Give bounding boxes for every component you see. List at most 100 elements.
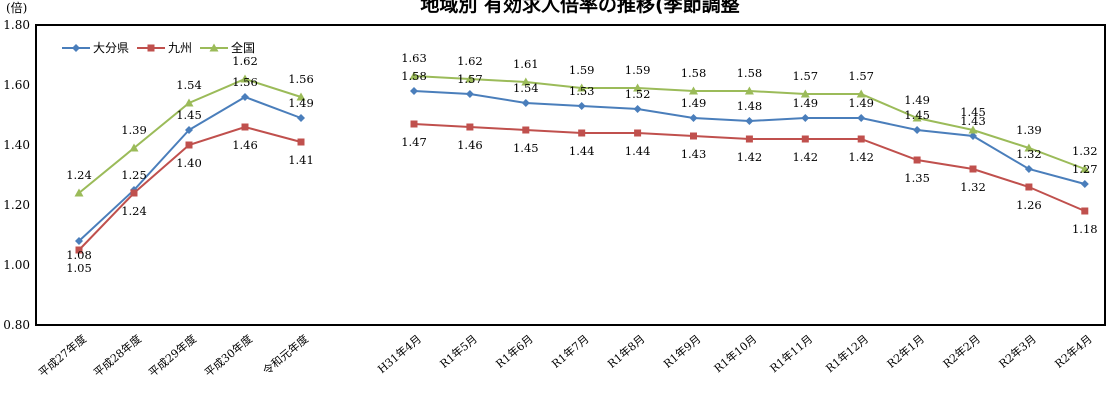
data-label: 1.05 <box>66 261 92 275</box>
data-point-marker <box>633 105 642 113</box>
legend-marker <box>147 44 155 52</box>
data-label: 1.57 <box>792 69 818 83</box>
data-point-marker <box>75 246 83 254</box>
data-point-marker <box>745 117 754 125</box>
data-label: 1.32 <box>960 180 986 194</box>
data-point-marker <box>185 126 193 134</box>
data-label: 1.49 <box>288 96 314 110</box>
data-label: 1.27 <box>1072 162 1098 176</box>
data-point-marker <box>466 123 474 131</box>
data-point-marker <box>1024 143 1034 152</box>
y-axis-unit: (倍) <box>6 0 27 15</box>
data-label: 1.48 <box>737 99 763 113</box>
data-label: 1.49 <box>904 93 930 107</box>
data-label: 1.59 <box>625 63 651 77</box>
data-point-marker <box>744 86 754 95</box>
data-label: 1.52 <box>625 87 651 101</box>
x-category-label: 平成29年度 <box>145 332 198 380</box>
y-tick-label: 1.00 <box>3 258 30 272</box>
y-tick-label: 1.60 <box>3 78 30 92</box>
data-label: 1.39 <box>1016 123 1042 137</box>
data-label: 1.62 <box>232 54 258 68</box>
data-point-marker <box>801 135 809 143</box>
data-label: 1.56 <box>232 75 258 89</box>
data-label: 1.42 <box>792 150 818 164</box>
x-category-label: R2年4月 <box>1052 332 1095 371</box>
data-point-marker <box>634 129 642 137</box>
data-label: 1.62 <box>457 54 483 68</box>
x-category-label: H31年4月 <box>375 332 424 377</box>
data-point-marker <box>75 237 83 245</box>
data-point-marker <box>577 102 586 110</box>
data-label: 1.58 <box>401 69 427 83</box>
data-point-marker <box>241 93 249 101</box>
y-tick-label: 0.80 <box>3 318 30 332</box>
data-point-marker <box>1080 164 1090 173</box>
data-label: 1.45 <box>960 105 986 119</box>
data-label: 1.56 <box>288 72 314 86</box>
data-point-marker <box>913 156 921 164</box>
legend-marker <box>209 43 219 52</box>
data-point-marker <box>410 120 418 128</box>
data-label: 1.25 <box>121 168 147 182</box>
data-label: 1.45 <box>904 108 930 122</box>
data-label: 1.08 <box>66 248 92 262</box>
data-point-marker <box>856 89 866 98</box>
data-point-marker <box>969 132 977 140</box>
data-point-marker <box>409 71 419 80</box>
data-point-marker <box>689 114 698 122</box>
data-label: 1.46 <box>457 138 483 152</box>
data-label: 1.49 <box>681 96 707 110</box>
data-point-marker <box>522 126 530 134</box>
data-label: 1.59 <box>569 63 595 77</box>
data-label: 1.18 <box>1072 222 1098 236</box>
data-point-marker <box>577 83 587 92</box>
data-label: 1.61 <box>513 57 539 71</box>
y-axis-ticks: 0.80 1.00 1.20 1.40 1.60 1.80 <box>3 18 30 332</box>
x-category-label: 令和元年度 <box>260 332 311 378</box>
data-label: 1.24 <box>66 168 92 182</box>
data-label: 1.40 <box>176 156 202 170</box>
data-point-marker <box>912 113 922 122</box>
data-point-marker <box>130 189 138 197</box>
data-label: 1.32 <box>1016 147 1042 161</box>
data-label: 1.54 <box>513 81 539 95</box>
data-point-marker <box>296 92 306 101</box>
series-markers <box>74 71 1090 254</box>
x-category-label: 平成27年度 <box>35 332 88 380</box>
data-label: 1.49 <box>848 96 874 110</box>
data-point-marker <box>241 123 249 131</box>
x-category-label: R2年1月 <box>884 332 927 371</box>
data-label: 1.24 <box>121 204 147 218</box>
data-point-marker <box>184 98 194 107</box>
data-point-marker <box>578 129 586 137</box>
data-label: 1.57 <box>848 69 874 83</box>
y-tick-label: 1.20 <box>3 198 30 212</box>
data-label: 1.44 <box>569 144 595 158</box>
x-category-label: R1年6月 <box>493 332 536 371</box>
data-label: 1.45 <box>176 108 202 122</box>
plot-area <box>35 24 1106 326</box>
data-label: 1.32 <box>1072 144 1098 158</box>
x-category-label: R2年2月 <box>940 332 983 371</box>
data-point-marker <box>1025 183 1033 191</box>
data-point-marker <box>633 83 643 92</box>
x-axis-categories: 平成27年度 平成28年度 平成29年度 平成30年度 令和元年度 H31年4月 R1年5月… <box>35 332 1094 380</box>
x-category-label: R1年11月 <box>767 332 815 376</box>
data-point-marker <box>240 74 250 83</box>
y-tick-label: 1.40 <box>3 138 30 152</box>
data-label: 1.44 <box>625 144 651 158</box>
data-label: 1.58 <box>737 66 763 80</box>
x-category-label: R1年7月 <box>549 332 592 371</box>
data-label: 1.45 <box>513 141 539 155</box>
data-point-marker <box>185 141 193 149</box>
x-category-label: R1年12月 <box>823 332 871 376</box>
x-category-label: R1年8月 <box>605 332 648 371</box>
data-point-marker <box>465 74 475 83</box>
data-point-marker <box>857 135 865 143</box>
series-line <box>78 77 302 194</box>
data-label: 1.41 <box>288 153 314 167</box>
data-point-marker <box>74 188 84 197</box>
data-label: 1.39 <box>121 123 147 137</box>
x-category-label: R1年5月 <box>437 332 480 371</box>
